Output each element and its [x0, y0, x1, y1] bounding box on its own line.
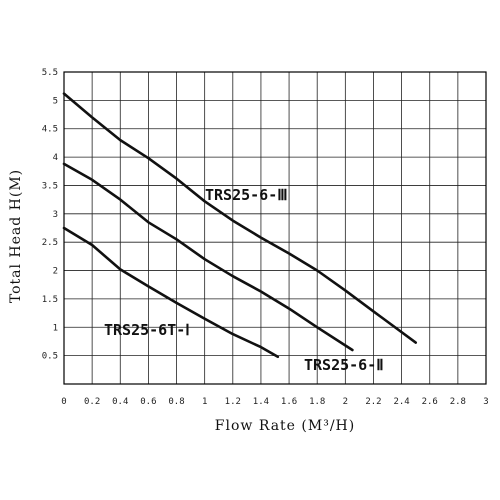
y-tick-labels: 0.5 1 1.5 2 2.5 3 3.5 4 4.5 5 5.5 [42, 68, 58, 362]
series-line-3 [62, 226, 280, 359]
series-line-2 [62, 162, 354, 352]
x-tick-label: 1.8 [309, 397, 325, 407]
y-tick-label: 5 [53, 96, 58, 106]
x-tick-label: 2 [343, 397, 348, 407]
series-label-2: TRS25-6-Ⅱ [304, 356, 384, 374]
x-tick-label: 1.4 [253, 397, 269, 407]
y-tick-label: 0.5 [42, 352, 58, 362]
y-tick-label: 3.5 [42, 181, 58, 191]
y-tick-label: 2 [53, 267, 58, 277]
series-labels: TRS25-6-Ⅲ TRS25-6-Ⅱ TRS25-6T-Ⅰ [104, 186, 384, 374]
y-tick-label: 1 [53, 323, 58, 333]
pump-curves [62, 92, 417, 359]
x-axis-title: Flow Rate (M³/H) [215, 418, 355, 434]
y-tick-label: 4.5 [42, 125, 58, 135]
x-tick-label: 1.6 [281, 397, 297, 407]
y-axis-title: Total Head H(M) [8, 169, 24, 303]
y-tick-label: 4 [53, 153, 58, 163]
x-tick-label: 0.4 [112, 397, 128, 407]
x-tick-label: 0 [61, 397, 66, 407]
x-tick-label: 2.6 [422, 397, 438, 407]
x-tick-labels: 0 0.2 0.4 0.6 0.8 1 1.2 1.4 1.6 1.8 2 2.2 2.4 2.6 2.8 3 [61, 397, 488, 407]
y-tick-label: 3 [53, 210, 58, 220]
x-tick-label: 0.2 [84, 397, 100, 407]
series-label-1: TRS25-6-Ⅲ [205, 186, 288, 204]
y-tick-label: 5.5 [42, 68, 58, 78]
x-tick-label: 3 [483, 397, 488, 407]
y-tick-label: 1.5 [42, 295, 58, 305]
series-line-1 [62, 92, 417, 344]
x-tick-label: 0.8 [168, 397, 184, 407]
x-tick-label: 0.6 [140, 397, 156, 407]
x-tick-label: 2.8 [450, 397, 466, 407]
x-tick-label: 2.2 [365, 397, 381, 407]
series-label-3: TRS25-6T-Ⅰ [104, 321, 190, 339]
plot-grid [63, 71, 487, 384]
x-tick-label: 1 [202, 397, 207, 407]
x-tick-label: 1.2 [225, 397, 241, 407]
y-tick-label: 2.5 [42, 238, 58, 248]
x-tick-label: 2.4 [393, 397, 409, 407]
